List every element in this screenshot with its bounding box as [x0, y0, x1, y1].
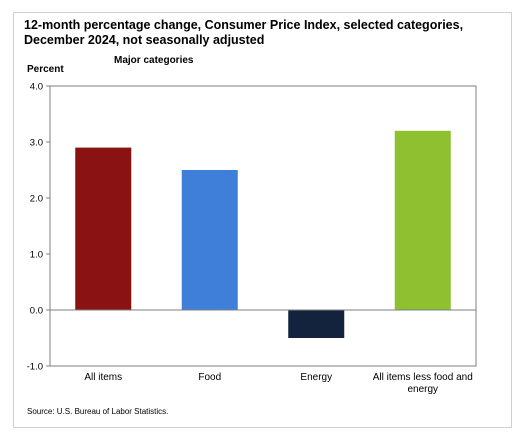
y-tick-label: 1.0 [30, 250, 43, 261]
x-category-label: All items less food and [373, 372, 473, 383]
y-tick-label: 2.0 [30, 194, 43, 205]
x-category-label: Food [198, 372, 221, 383]
bar-all-items [75, 147, 132, 310]
y-axis-label: Percent [27, 64, 64, 75]
source-note: Source: U.S. Bureau of Labor Statistics. [27, 407, 169, 416]
chart-title: 12-month percentage change, Consumer Pri… [24, 18, 464, 47]
plot-area [49, 85, 477, 367]
x-category-label: All items [84, 372, 122, 383]
y-tick-label: 4.0 [30, 82, 43, 93]
x-category-label: energy [407, 384, 438, 395]
bar-energy [288, 310, 345, 338]
y-tick-label: -1.0 [27, 362, 43, 373]
bar-all-items-less-food-and-energy [394, 130, 451, 310]
x-category-label: Energy [300, 372, 332, 383]
chart-subtitle: Major categories [114, 55, 194, 66]
y-tick-label: 0.0 [30, 306, 43, 317]
y-tick-label: 3.0 [30, 138, 43, 149]
bar-food [181, 170, 238, 310]
